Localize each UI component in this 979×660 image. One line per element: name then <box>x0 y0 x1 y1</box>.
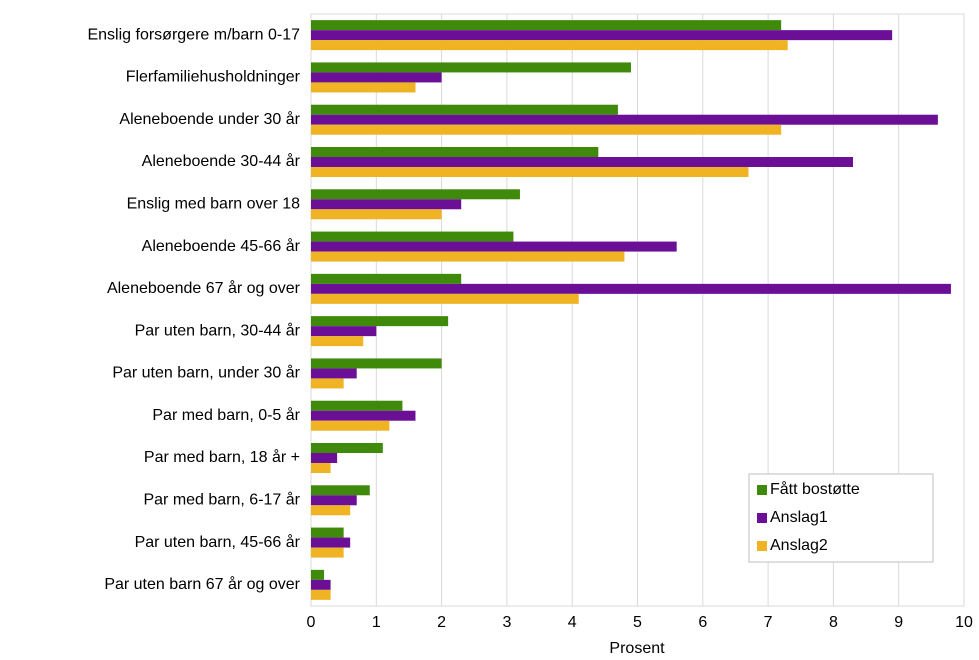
bar <box>311 358 442 369</box>
bar <box>311 82 416 93</box>
bar <box>311 378 344 389</box>
bar <box>311 495 357 506</box>
bar <box>311 114 938 125</box>
x-tick-label: 10 <box>955 614 973 631</box>
y-tick-label: Par uten barn, 30-44 år <box>135 321 301 339</box>
x-tick-label: 1 <box>372 614 381 631</box>
y-tick-label: Enslig med barn over 18 <box>127 196 301 213</box>
bar <box>311 40 788 51</box>
bar <box>311 505 351 516</box>
x-tick-label: 4 <box>568 614 577 631</box>
x-tick-label: 2 <box>437 614 446 631</box>
y-tick-label: Aleneboende 67 år og over <box>107 279 301 297</box>
bar <box>311 336 364 347</box>
y-tick-label: Par med barn, 0-5 år <box>152 406 300 424</box>
bar <box>311 368 357 379</box>
bar <box>311 62 631 73</box>
bar <box>311 157 853 167</box>
legend-swatch <box>757 485 767 495</box>
legend-box <box>748 473 934 563</box>
legend-label: Anslag2 <box>770 537 828 554</box>
bar <box>311 20 782 31</box>
x-tick-label: 7 <box>764 614 773 631</box>
x-tick-label: 5 <box>633 614 642 631</box>
y-tick-label: Aleneboende under 30 år <box>119 110 300 128</box>
y-tick-label: Aleneboende 45-66 år <box>142 237 301 255</box>
y-tick-label: Par uten barn 67 år og over <box>104 575 300 593</box>
x-tick-label: 3 <box>502 614 511 631</box>
bar <box>311 485 370 496</box>
bar <box>311 420 390 431</box>
legend-label: Anslag1 <box>770 509 828 526</box>
bar <box>311 326 377 337</box>
bar <box>311 167 749 177</box>
y-tick-label: Par med barn, 18 år + <box>144 448 300 466</box>
y-tick-label: Par uten barn, under 30 år <box>112 364 300 382</box>
bar <box>311 124 782 135</box>
x-tick-label: 8 <box>829 614 838 631</box>
x-axis-label: Prosent <box>609 640 665 657</box>
bar <box>311 147 599 157</box>
bar <box>311 189 520 200</box>
bar <box>311 283 951 294</box>
bar <box>311 293 579 304</box>
x-tick-label: 9 <box>894 614 903 631</box>
bar <box>311 316 449 327</box>
bar <box>311 569 325 580</box>
bar <box>311 209 442 220</box>
x-tick-label: 6 <box>698 614 707 631</box>
bar <box>311 527 344 538</box>
legend-swatch <box>757 541 767 551</box>
y-tick-label: Enslig forsørgere m/barn 0-17 <box>87 26 300 43</box>
bar <box>311 547 344 558</box>
bar <box>311 443 383 453</box>
bar <box>311 463 331 473</box>
y-tick-label: Par med barn, 6-17 år <box>143 491 300 509</box>
bar <box>311 30 893 41</box>
bar <box>311 104 618 115</box>
bar <box>311 400 403 411</box>
x-tick-label: 0 <box>307 614 316 631</box>
y-tick-label: Aleneboende 30-44 år <box>142 152 301 170</box>
bar <box>311 72 442 83</box>
bar <box>311 273 462 284</box>
bar <box>311 589 331 600</box>
bar <box>311 410 416 421</box>
bar <box>311 251 625 262</box>
bar <box>311 537 351 548</box>
y-tick-label: Par uten barn, 45-66 år <box>135 533 301 551</box>
legend-swatch <box>757 513 767 523</box>
bar <box>311 231 514 242</box>
bar <box>311 241 677 252</box>
bar <box>311 453 338 463</box>
y-tick-label: Flerfamiliehusholdninger <box>126 69 301 86</box>
bar <box>311 199 462 210</box>
bar <box>311 579 331 590</box>
legend-label: Fått bostøtte <box>770 480 860 498</box>
